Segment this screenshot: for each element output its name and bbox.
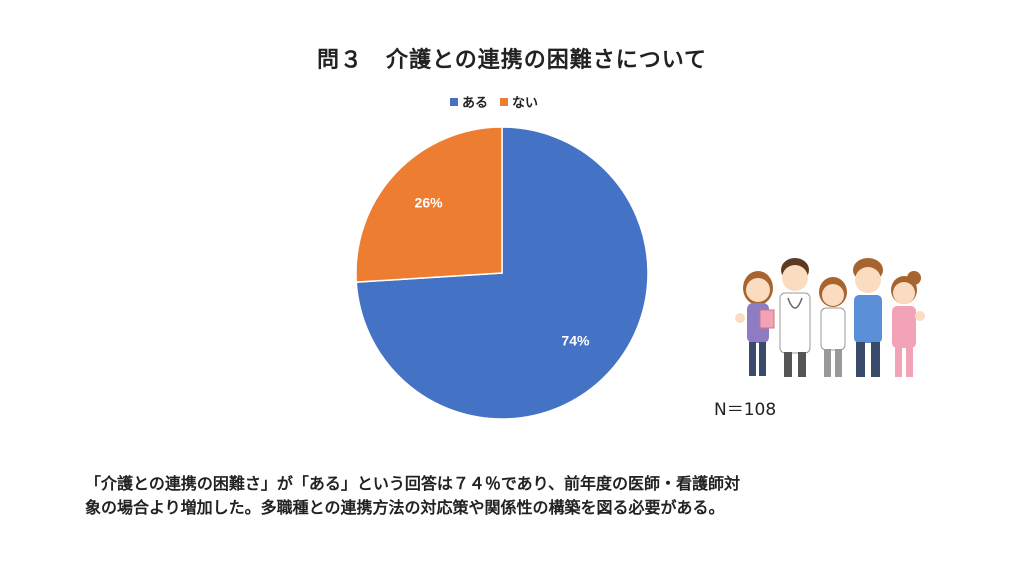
- legend-label-nai: ない: [512, 96, 539, 111]
- data-label-nai: 26%: [415, 195, 444, 211]
- data-label-aru: 74%: [561, 333, 590, 349]
- pie-slice-nai: [355, 126, 503, 283]
- staff-figure-icon: [853, 258, 883, 377]
- legend-label-aru: ある: [462, 96, 489, 111]
- nurse-figure-2-icon: [819, 277, 847, 377]
- chart-title: 問３ 介護との連携の困難さについて: [316, 48, 708, 73]
- legend-swatch-nai: [500, 97, 509, 106]
- nurse-figure-3-icon: [891, 271, 925, 377]
- doctor-figure-icon: [779, 258, 811, 377]
- chart-legend: ある ない: [450, 92, 538, 111]
- nurse-figure-1-icon: [735, 271, 775, 376]
- legend-item-aru: ある: [450, 92, 488, 111]
- pie-chart: 74% 26%: [355, 126, 649, 420]
- caption-text: 「介護との連携の困難さ」が「ある」という回答は７４％であり、前年度の医師・看護師…: [85, 472, 965, 520]
- legend-swatch-aru: [450, 97, 458, 106]
- legend-item-nai: ない: [500, 92, 538, 111]
- sample-size-label: N＝108: [714, 400, 777, 420]
- caption-line-1: 「介護との連携の困難さ」が「ある」という回答は７４％であり、前年度の医師・看護師…: [85, 474, 741, 493]
- medical-staff-group-icon: [735, 258, 925, 377]
- caption-line-2: 象の場合より増加した。多職種との連携方法の対応策や関係性の構築を図る必要がある。: [85, 498, 725, 517]
